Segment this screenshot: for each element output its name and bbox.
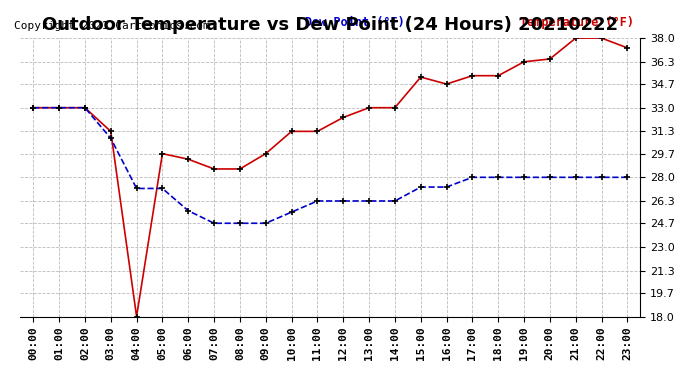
Text: Temperature (°F): Temperature (°F) [520,16,634,29]
Title: Outdoor Temperature vs Dew Point (24 Hours) 20210222: Outdoor Temperature vs Dew Point (24 Hou… [42,16,618,34]
Text: Dew Point (°F): Dew Point (°F) [305,16,405,29]
Text: Copyright 2021 Cartronics.com: Copyright 2021 Cartronics.com [14,21,210,32]
